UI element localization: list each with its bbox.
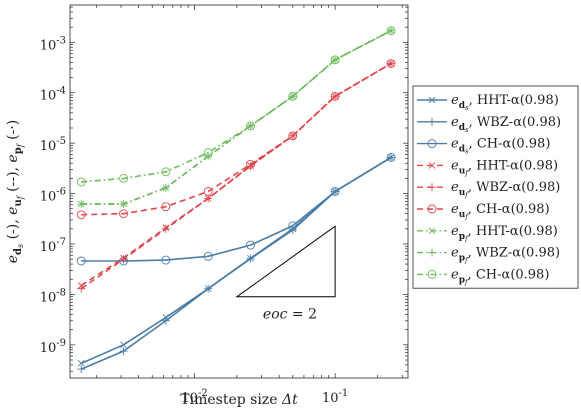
legend-marker-4 [428, 183, 436, 192]
eoc-label: eoc = 2 [263, 307, 317, 323]
series-2-point [330, 187, 340, 196]
series-0-point [120, 341, 127, 349]
series-1-point [161, 316, 170, 325]
legend-marker-3 [428, 162, 436, 169]
y-tick-label: 10-9 [40, 338, 66, 356]
series-4-point [161, 224, 170, 233]
series-8-point [288, 91, 298, 101]
y-axis-label: eds (-), euf (--), epf (-·) [5, 120, 25, 264]
series-5-point [76, 210, 86, 220]
series-2-point [76, 256, 86, 266]
y-tick-label: 10-8 [40, 287, 66, 305]
legend-label-1: eds, WBZ-α(0.98) [451, 115, 561, 134]
plot-series-group [80, 30, 392, 370]
series-1-point [204, 284, 213, 293]
legend-marker-0 [428, 96, 436, 104]
series-1-point [119, 347, 128, 356]
series-7-point [77, 200, 86, 209]
series-7-point [246, 121, 255, 130]
legend-marker-7 [428, 248, 436, 257]
series-7-point [119, 200, 128, 209]
series-8-point [76, 177, 86, 187]
series-4-point [331, 92, 340, 101]
eoc-annotation: eoc = 2 [235, 225, 336, 323]
series-5-point [246, 159, 255, 169]
legend-label-0: eds, HHT-α(0.98) [451, 93, 559, 112]
axes-frame [69, 4, 409, 379]
legend-marker-1 [428, 117, 436, 126]
series-8-point [386, 26, 396, 36]
series-line-1 [80, 156, 392, 370]
axis-ticks [70, 5, 408, 378]
legend-marker-2 [427, 139, 437, 149]
y-tick-label: 10-7 [40, 237, 66, 255]
x-tick-label: 10-1 [322, 388, 348, 406]
series-4-point [387, 59, 396, 68]
legend-label-2: eds, CH-α(0.98) [451, 137, 550, 156]
legend-label-5: euf, CH-α(0.98) [451, 202, 550, 221]
series-line-3 [80, 62, 392, 287]
legend-marker-6 [428, 227, 436, 235]
series-7-point [387, 26, 396, 35]
series-4-point [77, 284, 86, 293]
series-7-point [161, 183, 170, 192]
x-tick-label: 10-2 [181, 388, 207, 406]
series-line-4 [80, 62, 392, 290]
series-1-point [246, 254, 255, 263]
series-line-8 [81, 30, 392, 183]
legend-marker-5 [427, 204, 437, 214]
series-2-point [246, 240, 255, 250]
series-5-point [330, 91, 340, 101]
x-axis-label: Timestep size Δt [180, 392, 298, 408]
series-8-point [203, 148, 213, 158]
legend-label-6: epf, HHT-α(0.98) [451, 224, 558, 243]
series-7-point [331, 55, 340, 64]
axis-tick-labels: 10-2 10-1 10-9 10-8 10-7 10-6 10-5 10-4 10-3 [40, 35, 349, 406]
series-1-point [331, 187, 340, 196]
legend: eds, HHT-α(0.98) eds, WBZ-α(0.98) eds, CH-… [412, 85, 579, 289]
axis-labels: Timestep size Δt eds (-), euf (--), epf (… [5, 120, 298, 408]
y-tick-label: 10-6 [40, 187, 66, 205]
y-tick-label: 10-4 [40, 86, 66, 104]
series-8-point [119, 173, 128, 183]
series-8-point [330, 55, 340, 65]
plot-markers-group [76, 26, 396, 374]
series-5-point [119, 209, 128, 219]
series-5-point [288, 131, 298, 141]
legend-label-8: epf, CH-α(0.98) [451, 267, 549, 286]
series-0-point [77, 360, 85, 367]
series-2-point [288, 221, 298, 231]
series-4-point [119, 255, 128, 264]
series-1-point [387, 153, 396, 162]
series-4-point [288, 131, 297, 140]
series-1-point [77, 365, 86, 374]
legend-marker-8 [427, 269, 437, 279]
series-line-7 [81, 30, 392, 205]
eoc-triangle [235, 225, 336, 298]
series-8-point [246, 121, 255, 131]
legend-label-4: euf, WBZ-α(0.98) [451, 180, 560, 199]
y-tick-label: 10-3 [40, 35, 66, 53]
series-5-point [161, 202, 171, 212]
series-line-2 [81, 156, 392, 262]
series-4-point [246, 162, 255, 171]
series-5-point [203, 187, 213, 196]
series-2-point [386, 153, 396, 162]
series-2-point [203, 251, 213, 261]
y-tick-label: 10-5 [40, 136, 66, 154]
series-line-5 [81, 62, 392, 216]
series-2-point [161, 255, 171, 265]
legend-label-3: euf, HHT-α(0.98) [451, 158, 558, 177]
legend-label-7: epf, WBZ-α(0.98) [451, 246, 560, 265]
series-7-point [288, 92, 297, 101]
series-5-point [386, 59, 396, 68]
series-8-point [161, 167, 171, 177]
